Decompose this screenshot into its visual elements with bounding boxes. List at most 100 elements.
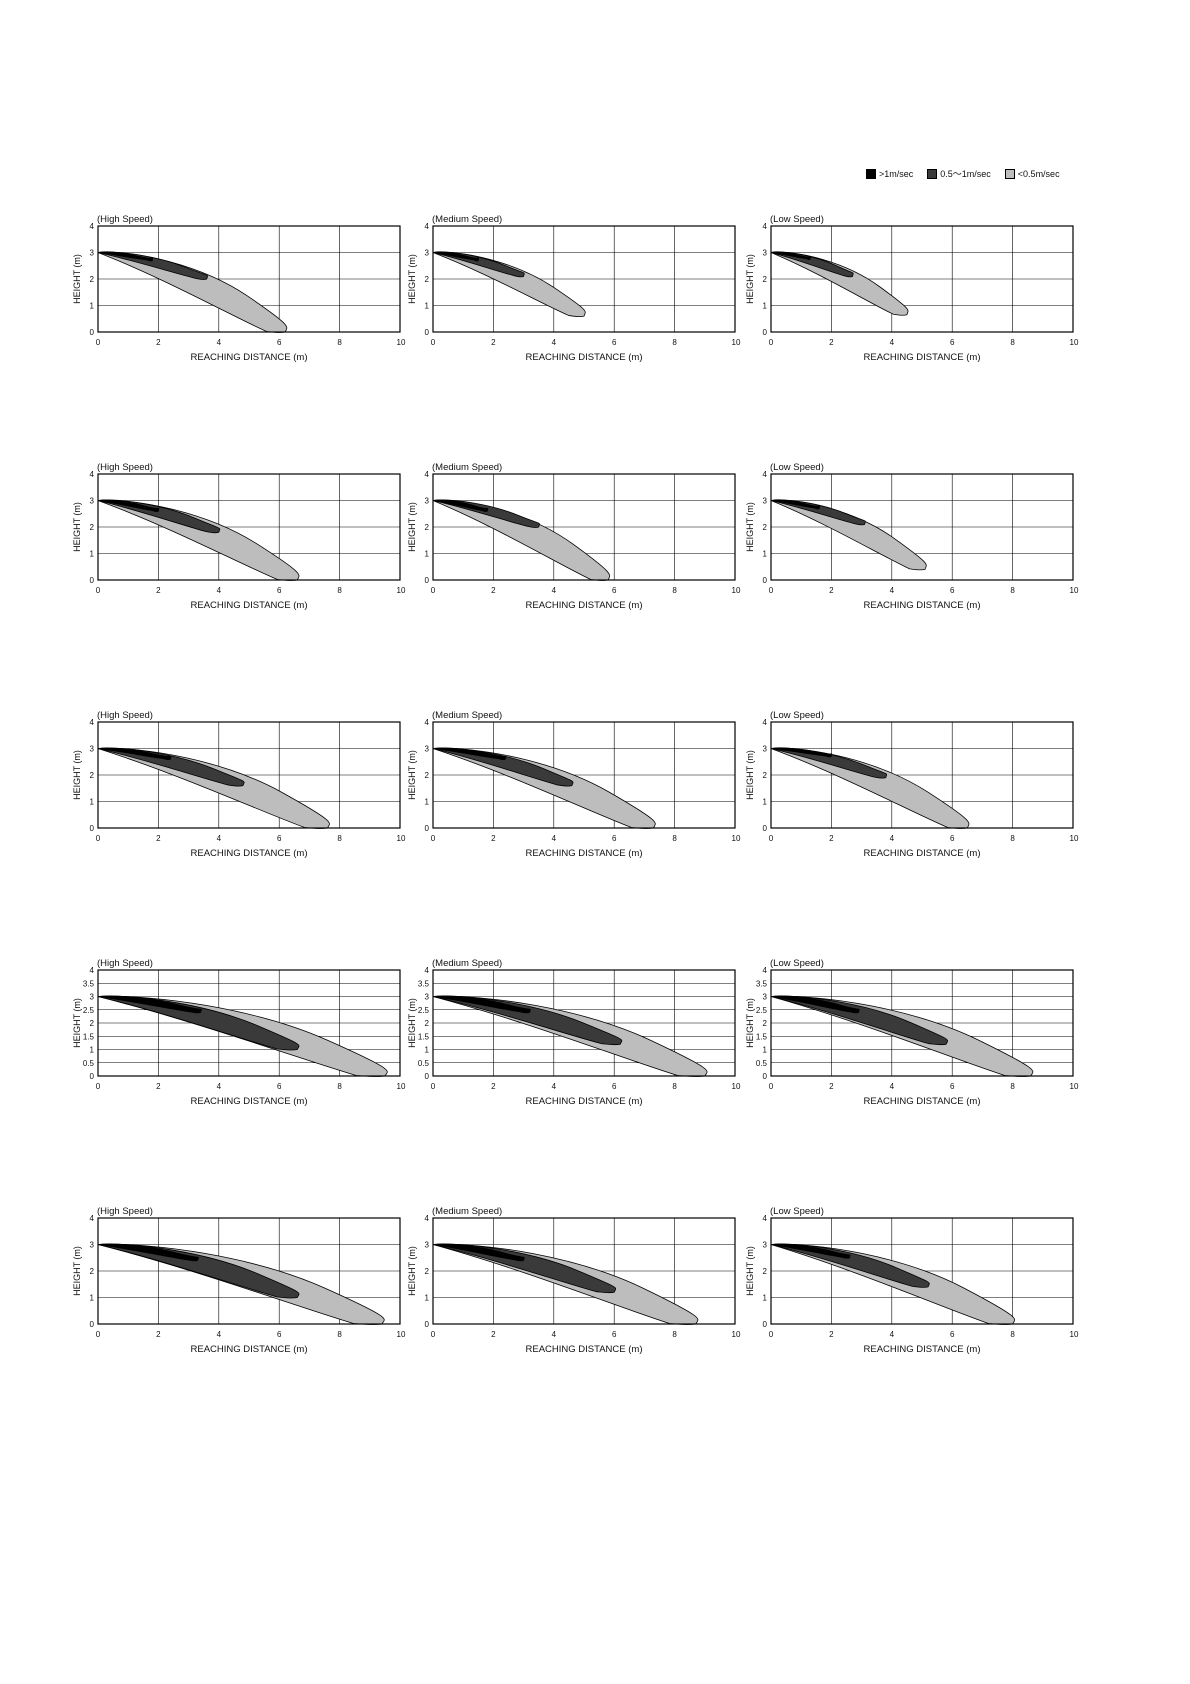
y-tick-label: 0 (425, 1072, 430, 1081)
chart-panel: (High Speed) 0 1 2 3 4 0 2 4 6 8 10 REACHING DISTANC… (68, 708, 406, 868)
chart-panel: (Medium Speed) 0 1 2 3 4 0 2 4 6 8 10 REACHING DISTA… (403, 460, 741, 620)
x-tick-label: 0 (431, 1082, 436, 1091)
legend-label-slow: <0.5m/sec (1017, 168, 1060, 179)
x-tick-label: 2 (156, 586, 161, 595)
x-tick-label: 10 (397, 1330, 406, 1339)
x-axis-label: REACHING DISTANCE (m) (526, 848, 643, 859)
y-tick-label: 0 (90, 1072, 95, 1081)
x-tick-label: 8 (1010, 834, 1015, 843)
x-tick-label: 4 (552, 338, 557, 347)
y-tick-label: 1 (425, 1046, 430, 1055)
x-tick-label: 6 (277, 586, 282, 595)
x-tick-label: 10 (1070, 1082, 1079, 1091)
y-tick-label: 0 (763, 824, 768, 833)
x-tick-label: 8 (672, 586, 677, 595)
chart-title: (Medium Speed) (432, 1206, 502, 1217)
y-tick-label: 1.5 (756, 1032, 768, 1041)
area-slow (432, 251, 586, 318)
y-tick-label: 0 (425, 328, 430, 337)
x-tick-label: 4 (217, 834, 222, 843)
y-tick-label: 2 (90, 523, 95, 532)
y-tick-label: 3 (425, 497, 430, 506)
chart-panel: (Low Speed) 0 1 2 3 4 0 2 4 6 8 10 REACHING DISTANCE… (741, 460, 1079, 620)
y-tick-label: 3 (763, 993, 768, 1002)
x-tick-label: 2 (491, 1330, 496, 1339)
x-tick-label: 0 (96, 1082, 101, 1091)
x-tick-label: 2 (491, 1082, 496, 1091)
chart-title: (High Speed) (97, 958, 153, 969)
x-tick-label: 4 (890, 338, 895, 347)
legend-swatch-fast (866, 168, 876, 179)
y-tick-label: 1 (90, 798, 95, 807)
x-tick-label: 0 (431, 338, 436, 347)
x-tick-label: 2 (829, 834, 834, 843)
x-axis-label: REACHING DISTANCE (m) (526, 352, 643, 363)
chart-title: (Medium Speed) (432, 710, 502, 721)
y-tick-label: 3 (90, 1241, 95, 1250)
x-axis-label: REACHING DISTANCE (m) (864, 1096, 981, 1107)
plot-frame (770, 473, 1074, 581)
x-tick-label: 4 (890, 586, 895, 595)
y-tick-label: 3 (763, 745, 768, 754)
y-tick-label: 1 (763, 302, 768, 311)
plot-frame (97, 225, 401, 333)
area-medium (432, 499, 540, 528)
chart-title: (High Speed) (97, 710, 153, 721)
x-tick-label: 8 (1010, 1330, 1015, 1339)
y-tick-label: 1 (90, 302, 95, 311)
chart-svg: (Low Speed) 0 1 2 3 4 0 2 4 6 8 10 REACHING DISTANCE… (745, 1206, 1079, 1355)
x-tick-label: 6 (950, 1330, 955, 1339)
chart-svg: (Low Speed) 0 0.5 1 1.5 2 2.5 3 3.5 4 0 2 4 6 8 10 REACH… (745, 958, 1079, 1107)
area-medium (97, 499, 221, 534)
x-tick-label: 2 (156, 1082, 161, 1091)
plot-frame (432, 969, 736, 1077)
y-tick-label: 1 (763, 550, 768, 559)
chart-title: (Low Speed) (770, 958, 824, 969)
plot-frame (432, 721, 736, 829)
y-tick-label: 4 (90, 966, 95, 975)
chart-svg: (Medium Speed) 0 1 2 3 4 0 2 4 6 8 10 REACHING DISTA… (407, 710, 741, 859)
area-fast (432, 1243, 525, 1262)
y-tick-label: 3 (763, 249, 768, 258)
x-tick-label: 4 (217, 1082, 222, 1091)
chart-svg: (High Speed) 0 1 2 3 4 0 2 4 6 8 10 REACHING DISTANC… (72, 1206, 406, 1355)
x-tick-label: 0 (431, 1330, 436, 1339)
y-tick-label: 0 (90, 328, 95, 337)
y-tick-label: 3.5 (756, 979, 768, 988)
x-tick-label: 8 (337, 1082, 342, 1091)
legend-label-medium: 0.5〜1m/sec (940, 169, 991, 179)
chart-svg: (Medium Speed) 0 1 2 3 4 0 2 4 6 8 10 REACHING DISTA… (407, 1206, 741, 1355)
y-tick-label: 2 (763, 771, 768, 780)
chart-title: (Low Speed) (770, 710, 824, 721)
area-medium (97, 747, 245, 787)
x-tick-label: 8 (1010, 586, 1015, 595)
y-axis-label: HEIGHT (m) (72, 998, 82, 1048)
chart-panel: (Medium Speed) 0 1 2 3 4 0 2 4 6 8 10 REACHING DISTA… (403, 1204, 741, 1364)
x-axis-label: REACHING DISTANCE (m) (191, 1344, 308, 1355)
area-medium (432, 995, 623, 1046)
chart-panel: (Low Speed) 0 0.5 1 1.5 2 2.5 3 3.5 4 0 2 4 6 8 10 REACH… (741, 956, 1079, 1116)
x-tick-label: 6 (612, 586, 617, 595)
x-axis-label: REACHING DISTANCE (m) (864, 600, 981, 611)
y-tick-label: 1 (425, 1294, 430, 1303)
x-tick-label: 0 (431, 834, 436, 843)
x-tick-label: 4 (552, 586, 557, 595)
area-medium (97, 251, 208, 280)
y-tick-label: 3 (425, 745, 430, 754)
x-tick-label: 8 (337, 586, 342, 595)
x-tick-label: 2 (829, 1082, 834, 1091)
y-tick-label: 4 (425, 718, 430, 727)
chart-title: (Low Speed) (770, 214, 824, 225)
y-tick-label: 3 (425, 249, 430, 258)
x-tick-label: 0 (96, 834, 101, 843)
area-fast (432, 747, 507, 761)
chart-panel: (Low Speed) 0 1 2 3 4 0 2 4 6 8 10 REACHING DISTANCE… (741, 708, 1079, 868)
x-tick-label: 2 (156, 1330, 161, 1339)
y-tick-label: 0 (90, 824, 95, 833)
chart-title: (Medium Speed) (432, 462, 502, 473)
x-tick-label: 8 (337, 338, 342, 347)
area-fast (432, 499, 489, 513)
y-tick-label: 2 (90, 1267, 95, 1276)
x-tick-label: 0 (769, 834, 774, 843)
x-axis-label: REACHING DISTANCE (m) (864, 352, 981, 363)
